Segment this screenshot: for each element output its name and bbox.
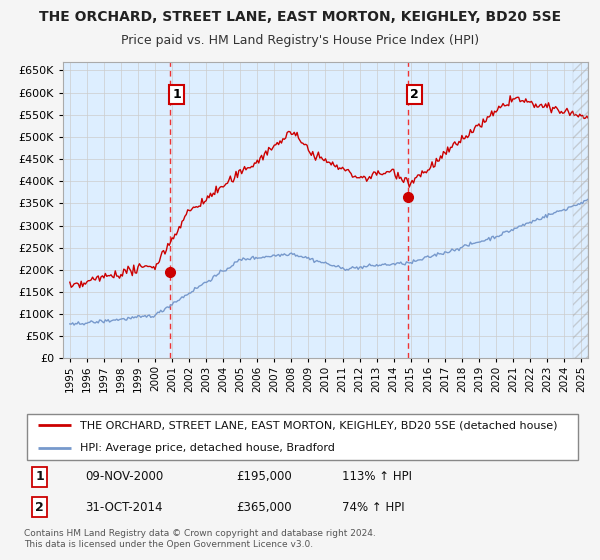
Text: THE ORCHARD, STREET LANE, EAST MORTON, KEIGHLEY, BD20 5SE (detached house): THE ORCHARD, STREET LANE, EAST MORTON, K… (80, 420, 557, 430)
Text: 31-OCT-2014: 31-OCT-2014 (85, 501, 163, 514)
Text: 2: 2 (35, 501, 44, 514)
FancyBboxPatch shape (27, 414, 578, 460)
Text: 1: 1 (35, 470, 44, 483)
Text: 09-NOV-2000: 09-NOV-2000 (85, 470, 164, 483)
Text: Contains HM Land Registry data © Crown copyright and database right 2024.
This d: Contains HM Land Registry data © Crown c… (24, 529, 376, 549)
Text: £365,000: £365,000 (236, 501, 292, 514)
Text: 74% ↑ HPI: 74% ↑ HPI (342, 501, 404, 514)
Text: £195,000: £195,000 (236, 470, 292, 483)
Text: Price paid vs. HM Land Registry's House Price Index (HPI): Price paid vs. HM Land Registry's House … (121, 34, 479, 46)
Text: 2: 2 (410, 88, 419, 101)
Text: HPI: Average price, detached house, Bradford: HPI: Average price, detached house, Brad… (80, 444, 335, 454)
Text: 113% ↑ HPI: 113% ↑ HPI (342, 470, 412, 483)
Text: 1: 1 (172, 88, 181, 101)
Text: THE ORCHARD, STREET LANE, EAST MORTON, KEIGHLEY, BD20 5SE: THE ORCHARD, STREET LANE, EAST MORTON, K… (39, 10, 561, 24)
